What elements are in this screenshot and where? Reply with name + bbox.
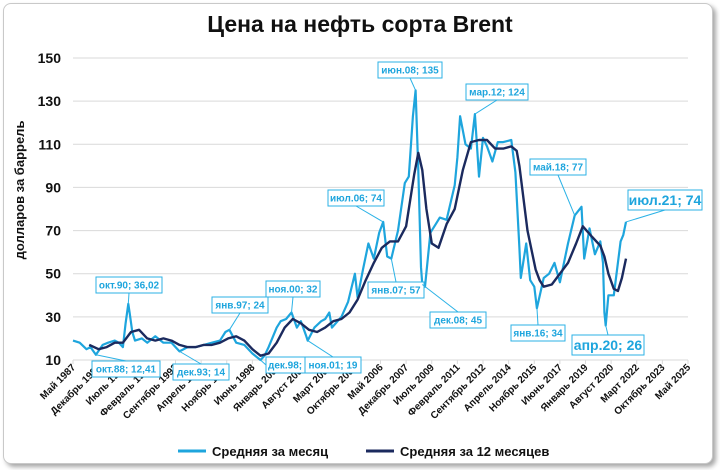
annotation-label: июн.08; 135 xyxy=(381,66,439,77)
annotation-label: дек.93; 14 xyxy=(177,368,225,379)
annotation-leader xyxy=(557,174,576,216)
annotation-label: янв.07; 57 xyxy=(371,286,421,297)
y-tick-labels: 10 30 50 70 90 110 130 150 xyxy=(38,50,62,368)
annotation-box xyxy=(571,334,645,356)
annotation-box xyxy=(367,281,425,299)
annotation-label: мар.12; 124 xyxy=(469,88,525,99)
legend: Средняя за месяц Средняя за 12 месяцев xyxy=(178,444,549,459)
annotation-leader xyxy=(422,284,459,313)
annotation-box xyxy=(529,158,587,176)
annotation-leader xyxy=(307,340,334,358)
annotation-leader xyxy=(95,354,127,362)
annotation-box xyxy=(265,280,321,298)
annotation-leader xyxy=(260,359,267,366)
y-tick-label: 30 xyxy=(45,309,61,325)
y-tick-label: 110 xyxy=(38,136,61,152)
y-axis-label: долларов за баррель xyxy=(12,121,27,260)
annotation-box xyxy=(172,363,230,381)
annotation-box xyxy=(211,296,269,314)
annotation-label: янв.16; 34 xyxy=(513,329,563,340)
annotation-box xyxy=(95,276,163,294)
y-tick-label: 90 xyxy=(45,179,61,195)
annotation-label: апр.20; 26 xyxy=(574,337,643,353)
chart-title: Цена на нефть сорта Brent xyxy=(207,11,513,37)
legend-label-12m: Средняя за 12 месяцев xyxy=(400,444,549,459)
annotation-leader xyxy=(625,209,666,223)
grid-lines xyxy=(73,57,688,361)
annotation-leader xyxy=(536,308,539,326)
annotation-label: май.18; 77 xyxy=(533,163,584,174)
annotation-box xyxy=(327,189,385,207)
y-tick-label: 150 xyxy=(38,50,62,66)
series-line-12m xyxy=(88,138,628,357)
annotation-leader xyxy=(605,325,609,336)
annotation-box xyxy=(429,311,487,329)
annotation-box xyxy=(377,61,443,79)
legend-label-monthly: Средняя за месяц xyxy=(212,444,328,459)
y-tick-label: 130 xyxy=(38,93,62,109)
annotation-box xyxy=(91,360,161,378)
annotation-leader xyxy=(229,312,241,331)
annotation-label: янв.97; 24 xyxy=(215,301,265,312)
annotation-leader xyxy=(390,258,397,283)
annotation-leader xyxy=(179,350,202,365)
annotation-leader xyxy=(290,296,294,313)
annotation-label: июл.06; 74 xyxy=(330,194,382,205)
annotation-leader xyxy=(474,99,498,115)
annotation-label: ноя.01; 19 xyxy=(309,361,358,372)
annotation-label: дек.98; 10 xyxy=(268,361,316,372)
annotation-label: дек.08; 45 xyxy=(434,316,482,327)
annotation-label: июл.21; 74 xyxy=(629,192,702,208)
annotation-label: окт.88; 12,41 xyxy=(96,365,157,376)
y-tick-label: 70 xyxy=(45,223,61,239)
annotation-leader xyxy=(127,292,130,304)
annotation-box xyxy=(304,356,362,374)
chart-frame xyxy=(3,3,713,464)
annotation-leader xyxy=(409,77,417,91)
annotation-label: окт.90; 36,02 xyxy=(99,281,160,292)
annotation-label: ноя.00; 32 xyxy=(269,285,318,296)
series-lines xyxy=(72,89,628,362)
series-line-monthly xyxy=(72,89,628,362)
annotations: окт.90; 36,02 окт.88; 12,41 дек.93; 14 янв.… xyxy=(91,61,703,381)
annotation-box xyxy=(627,189,703,211)
annotation-leader xyxy=(355,205,384,223)
y-tick-label: 50 xyxy=(45,266,61,282)
y-tick-label: 10 xyxy=(45,352,61,368)
annotation-box xyxy=(465,83,529,101)
annotation-box xyxy=(510,324,566,342)
